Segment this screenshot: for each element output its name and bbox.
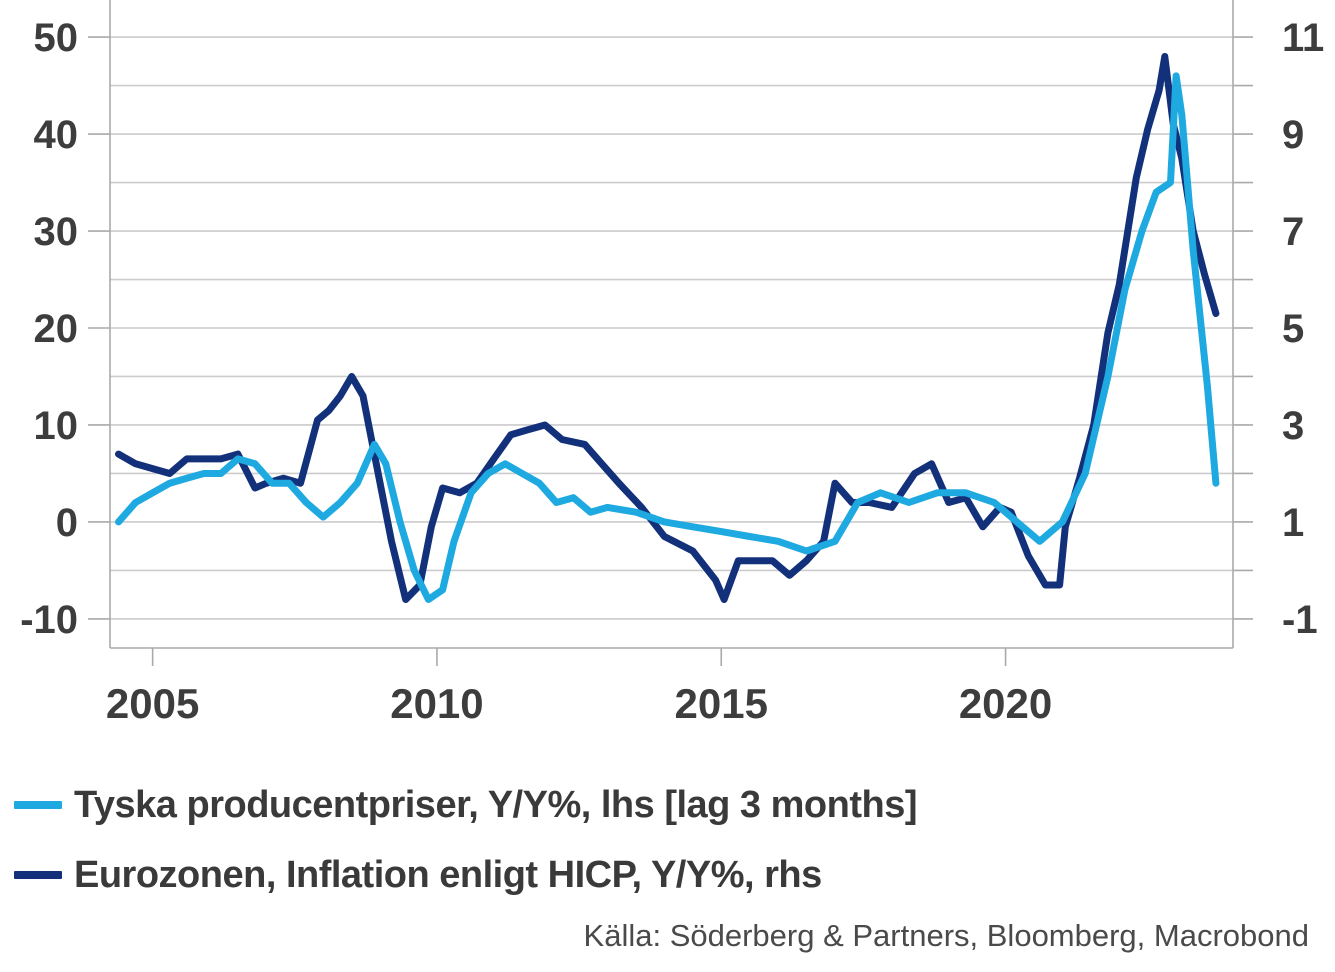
source-note: Källa: Söderberg & Partners, Bloomberg, … xyxy=(583,918,1309,953)
left-tick-label: 20 xyxy=(34,307,79,351)
left-tick-label: 10 xyxy=(34,404,79,448)
right-tick-label: -1 xyxy=(1282,598,1318,642)
x-tick-label: 2015 xyxy=(675,680,768,727)
axes xyxy=(109,0,1234,649)
right-tick-label: 5 xyxy=(1282,307,1304,351)
right-tick-label: 9 xyxy=(1282,113,1304,157)
legend-swatch-hicp xyxy=(14,871,62,879)
legend-label-ppi: Tyska producentpriser, Y/Y%, lhs [lag 3 … xyxy=(74,783,918,826)
right-tick-label: 1 xyxy=(1282,501,1304,545)
legend-swatch-ppi xyxy=(14,801,62,809)
right-tick-label: 3 xyxy=(1282,404,1304,448)
left-tick-label: 30 xyxy=(34,210,79,254)
x-axis-ticks: 2005 2010 2015 2020 xyxy=(106,648,1052,727)
series-lines xyxy=(115,53,1220,603)
right-tick-label: 7 xyxy=(1282,210,1304,254)
line-chart: -10 0 10 20 30 40 50 -1 1 3 5 7 9 11 2005 2010 2015 202… xyxy=(20,0,1324,727)
x-tick-label: 2010 xyxy=(390,680,483,727)
legend: Tyska producentpriser, Y/Y%, lhs [lag 3 … xyxy=(14,770,918,910)
left-axis-ticks: -10 0 10 20 30 40 50 xyxy=(20,16,78,642)
grid-lines xyxy=(88,36,1253,620)
x-tick-label: 2005 xyxy=(106,680,199,727)
left-tick-label: 50 xyxy=(34,16,79,60)
legend-item-ppi: Tyska producentpriser, Y/Y%, lhs [lag 3 … xyxy=(14,770,918,840)
series-line-ppi xyxy=(115,72,1220,603)
left-tick-label: 0 xyxy=(56,501,78,545)
left-tick-label: -10 xyxy=(20,598,78,642)
x-tick-label: 2020 xyxy=(959,680,1052,727)
right-axis-ticks: -1 1 3 5 7 9 11 xyxy=(1282,16,1324,642)
legend-item-hicp: Eurozonen, Inflation enligt HICP, Y/Y%, … xyxy=(14,840,917,910)
legend-label-hicp: Eurozonen, Inflation enligt HICP, Y/Y%, … xyxy=(74,853,822,896)
series-line-hicp xyxy=(115,53,1220,603)
right-tick-label: 11 xyxy=(1282,16,1324,60)
left-tick-label: 40 xyxy=(34,113,79,157)
